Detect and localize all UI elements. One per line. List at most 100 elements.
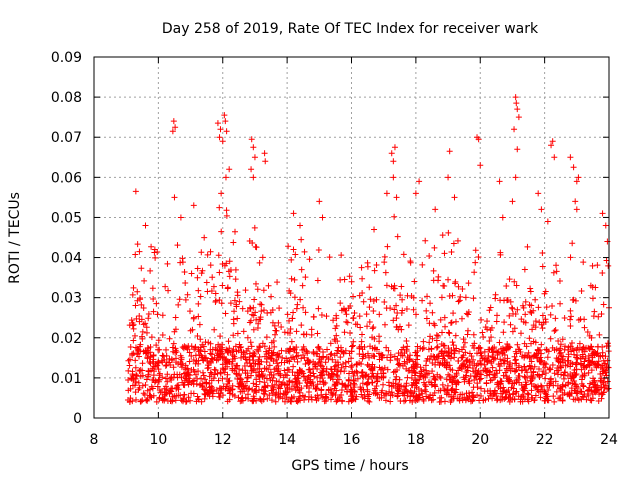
data-point <box>426 320 433 327</box>
data-point <box>203 355 210 362</box>
data-point <box>393 315 400 322</box>
data-point <box>188 270 195 277</box>
data-point <box>223 212 230 219</box>
data-point <box>285 243 292 250</box>
data-point <box>469 389 476 396</box>
data-point <box>513 388 520 395</box>
data-point <box>472 373 479 380</box>
data-point <box>286 377 293 384</box>
data-point <box>264 310 271 317</box>
data-point <box>250 304 257 311</box>
data-point <box>149 377 156 384</box>
data-point <box>394 385 401 392</box>
data-point <box>127 385 134 392</box>
data-point <box>304 357 311 364</box>
data-point <box>390 174 397 181</box>
data-point <box>311 373 318 380</box>
data-point <box>573 366 580 373</box>
data-point <box>207 369 214 376</box>
data-point <box>493 348 500 355</box>
data-point <box>456 397 463 404</box>
data-point <box>162 362 169 369</box>
data-point <box>343 311 350 318</box>
data-point <box>138 301 145 308</box>
data-point <box>381 253 388 260</box>
data-point <box>170 364 177 371</box>
data-point <box>137 294 144 301</box>
data-point <box>132 188 139 195</box>
data-point <box>169 128 176 135</box>
data-point <box>153 342 160 349</box>
data-point <box>501 319 508 326</box>
data-point <box>445 229 452 236</box>
data-point <box>137 373 144 380</box>
data-point <box>497 385 504 392</box>
data-point <box>349 362 355 369</box>
y-tick-label: 0.02 <box>51 331 82 347</box>
data-point <box>448 248 455 255</box>
data-point <box>147 354 154 361</box>
data-point <box>578 376 585 383</box>
data-point <box>212 346 219 353</box>
data-point <box>197 336 204 343</box>
data-point <box>403 380 410 387</box>
data-point <box>148 394 155 401</box>
data-point <box>207 248 214 255</box>
data-point <box>177 214 184 221</box>
x-tick-label: 20 <box>471 432 489 448</box>
data-point <box>348 278 355 285</box>
data-point <box>470 394 477 401</box>
data-point <box>252 369 259 376</box>
data-point <box>148 243 155 250</box>
data-point <box>400 344 407 351</box>
data-point <box>490 374 497 381</box>
data-point <box>212 290 219 297</box>
data-point <box>441 282 448 289</box>
data-point <box>567 307 574 314</box>
data-point <box>442 387 449 394</box>
data-point <box>168 385 175 392</box>
data-point <box>333 372 340 379</box>
data-point <box>572 372 579 379</box>
data-point <box>234 315 241 322</box>
data-point <box>272 398 279 405</box>
data-point <box>300 352 307 359</box>
data-point <box>190 315 197 322</box>
data-point <box>132 302 139 309</box>
data-point <box>255 356 262 363</box>
data-point <box>202 376 209 383</box>
data-point <box>136 248 143 255</box>
data-point <box>561 369 568 376</box>
data-point <box>581 364 588 371</box>
data-point <box>293 305 300 312</box>
data-point <box>445 345 452 352</box>
data-point <box>366 398 373 405</box>
data-point <box>557 364 564 371</box>
data-point <box>599 391 606 398</box>
data-point <box>136 313 143 320</box>
data-point <box>190 357 197 364</box>
data-point <box>224 358 231 365</box>
data-point <box>166 335 173 342</box>
data-point <box>569 380 576 387</box>
data-point <box>234 376 241 383</box>
data-point <box>391 144 398 151</box>
data-point <box>217 126 224 133</box>
data-point <box>310 313 317 320</box>
data-point <box>363 311 370 318</box>
data-point <box>290 345 297 352</box>
data-point <box>174 384 181 391</box>
data-point <box>427 391 434 398</box>
data-point <box>234 289 241 296</box>
data-point <box>210 375 217 382</box>
data-point <box>580 394 587 401</box>
data-point <box>509 198 516 205</box>
data-point <box>222 310 229 317</box>
data-point <box>511 126 518 133</box>
data-point <box>323 354 330 361</box>
data-point <box>258 386 265 393</box>
data-point <box>602 369 609 376</box>
data-point <box>391 213 398 220</box>
data-point <box>189 326 196 333</box>
y-tick-label: 0.05 <box>51 210 82 226</box>
